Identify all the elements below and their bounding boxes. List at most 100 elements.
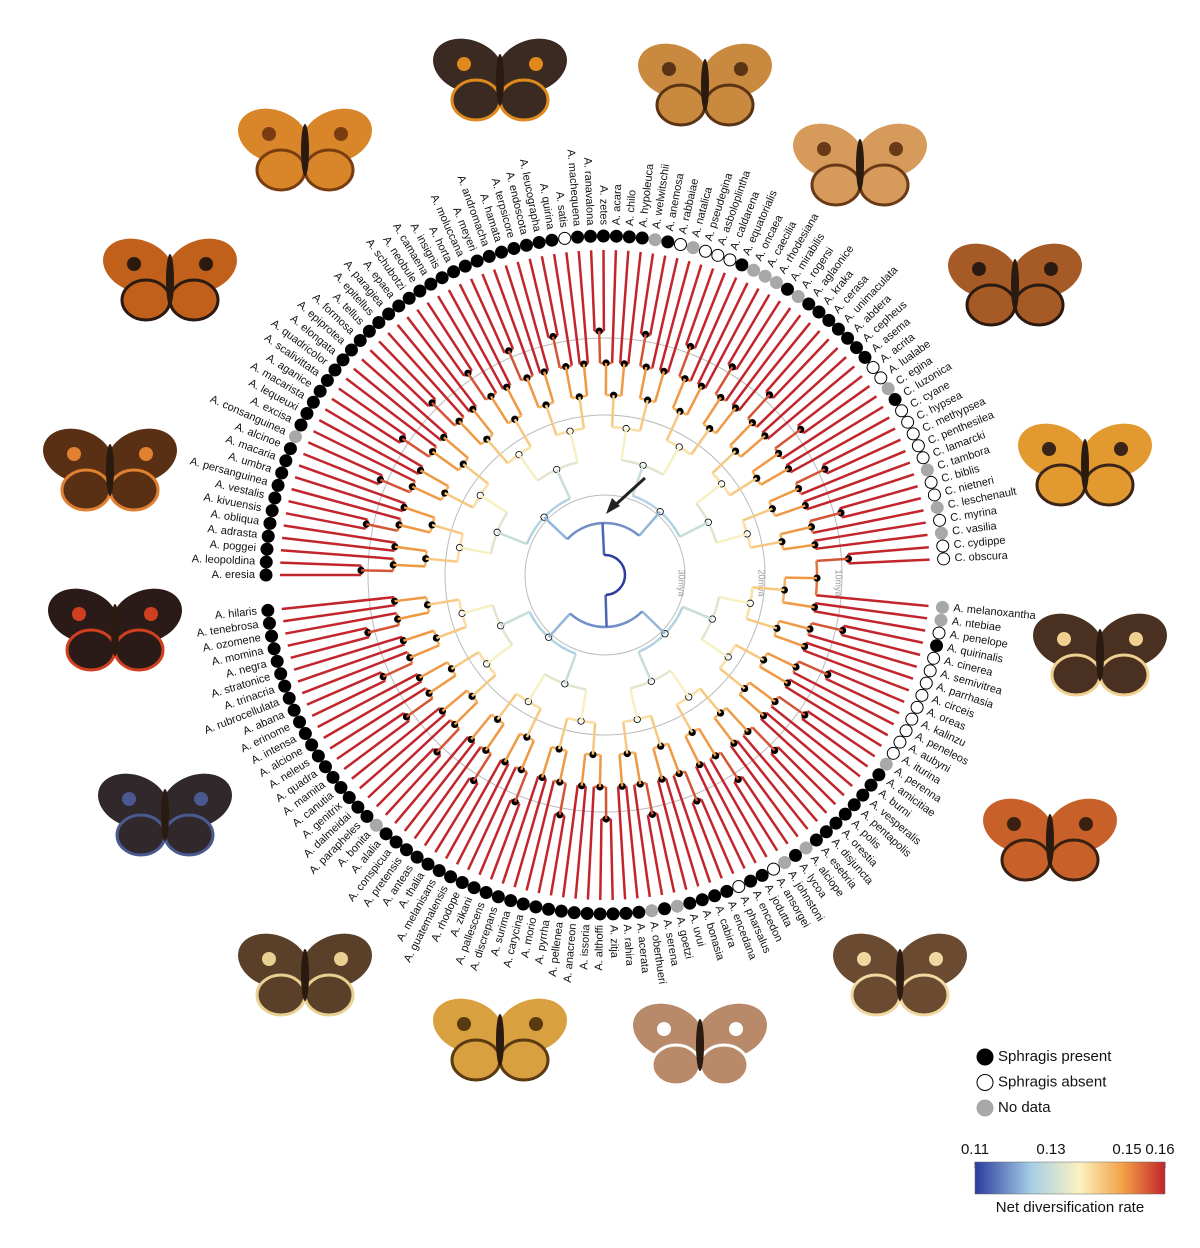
taxon-label: A. poggei <box>209 539 256 555</box>
butterfly <box>433 998 567 1082</box>
branch <box>729 421 754 447</box>
branch <box>788 678 889 737</box>
branch <box>816 557 849 563</box>
sphragis-dot <box>491 890 505 904</box>
branch <box>496 692 518 721</box>
branch <box>413 746 482 840</box>
branch <box>649 715 662 747</box>
branch <box>774 634 806 648</box>
sphragis-dot <box>911 439 925 453</box>
branch <box>774 428 802 450</box>
branch <box>610 395 615 428</box>
branch <box>431 450 460 472</box>
branch <box>735 300 781 371</box>
branch <box>729 744 799 838</box>
branch <box>781 395 878 460</box>
sphragis-dot <box>267 642 281 656</box>
branch <box>466 372 487 401</box>
branch <box>711 450 737 475</box>
branch <box>525 780 556 891</box>
time-ring-label: 10mya <box>834 569 844 596</box>
sphragis-dot <box>293 715 307 729</box>
branch <box>759 665 789 685</box>
sphragis-dot <box>872 768 886 782</box>
branch <box>656 779 688 890</box>
branch <box>624 785 639 899</box>
taxon-label: A. zitja <box>607 925 620 959</box>
branch <box>469 278 506 354</box>
sphragis-dot <box>554 904 568 918</box>
sphragis-dot <box>259 568 273 582</box>
sphragis-dot <box>567 906 581 920</box>
branch <box>826 438 902 475</box>
branch <box>537 813 557 894</box>
branch <box>485 643 514 665</box>
branch <box>436 295 498 394</box>
branch <box>809 511 842 523</box>
sphragis-dot <box>847 798 861 812</box>
branch <box>760 717 845 797</box>
branch <box>646 814 664 896</box>
branch <box>751 452 780 473</box>
branch <box>699 687 722 714</box>
branch <box>425 557 458 563</box>
legend-dot <box>976 1074 994 1091</box>
sphragis-dot <box>470 254 484 268</box>
butterfly <box>983 798 1117 882</box>
branch <box>517 453 539 482</box>
sphragis-dot <box>279 454 293 468</box>
sphragis-dot <box>467 881 481 895</box>
branch <box>639 253 655 334</box>
branch <box>419 469 450 488</box>
sphragis-dot <box>619 906 633 920</box>
branch <box>500 610 531 627</box>
sphragis-dot <box>886 746 900 760</box>
sphragis-dot <box>910 700 924 714</box>
branch <box>750 540 783 549</box>
branch <box>398 523 431 534</box>
sphragis-dot <box>270 654 284 668</box>
branch <box>343 719 410 770</box>
branch <box>401 437 430 458</box>
branch <box>544 404 558 436</box>
phylogeny: 10mya 20mya 30mya <box>280 249 930 900</box>
branch <box>283 524 396 544</box>
branch <box>696 282 749 386</box>
butterfly <box>98 773 232 857</box>
sphragis-dot <box>306 395 320 409</box>
sphragis-dot <box>936 539 950 553</box>
sphragis-dot <box>919 676 933 690</box>
branch <box>691 802 723 879</box>
branch <box>629 687 639 720</box>
branch <box>690 427 711 456</box>
branch <box>431 401 456 427</box>
branch <box>848 558 930 565</box>
branch <box>599 818 603 900</box>
branch <box>306 671 382 706</box>
branch <box>281 536 395 552</box>
sphragis-dot <box>858 350 872 364</box>
sphragis-dot <box>935 600 949 614</box>
arrow-head <box>606 498 620 514</box>
branch <box>766 365 856 440</box>
sphragis-dot <box>932 626 946 640</box>
branch <box>527 673 546 703</box>
sphragis-dot <box>661 235 675 249</box>
sphragis-dot <box>282 691 296 705</box>
butterfly <box>633 1003 767 1087</box>
branch <box>441 689 468 713</box>
sphragis-dot <box>274 667 288 681</box>
sphragis-dot <box>558 231 572 245</box>
time-ring-label: 30mya <box>677 569 687 596</box>
sphragis-dot <box>767 862 781 876</box>
colorbar-tick-label: 0.13 <box>1036 1141 1065 1158</box>
branch <box>428 674 457 695</box>
branch <box>444 759 503 860</box>
branch <box>396 324 471 413</box>
sphragis-dot <box>362 324 376 338</box>
branch <box>505 386 523 417</box>
branch <box>485 438 509 465</box>
branch <box>675 703 694 734</box>
branch <box>702 762 757 864</box>
